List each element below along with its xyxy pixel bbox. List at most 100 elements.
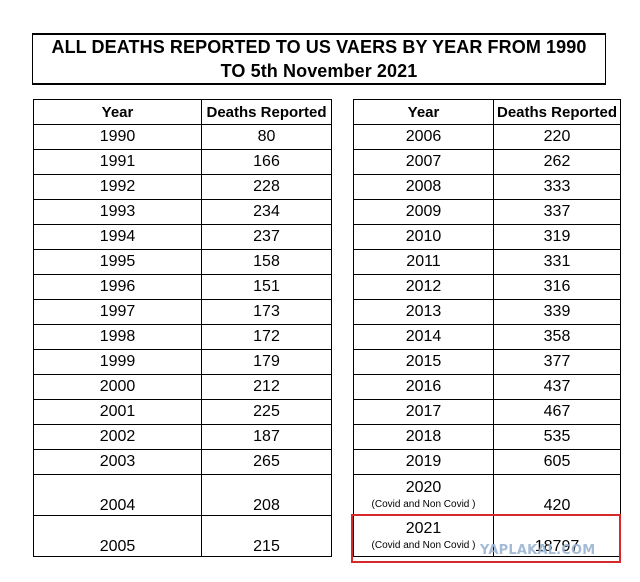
year-cell: 2004 [33, 474, 202, 516]
deaths-cell: 331 [493, 249, 621, 275]
table-row: 1991 166 [33, 149, 332, 175]
deaths-cell: 215 [201, 515, 332, 557]
table-row: 2012 316 [353, 274, 621, 300]
deaths-cell: 237 [201, 224, 332, 250]
year-value: 2021 [405, 520, 442, 537]
table-row: 2009 337 [353, 199, 621, 225]
deaths-cell: 535 [493, 424, 621, 450]
deaths-header: Deaths Reported [493, 99, 621, 125]
table-row: 2021 (Covid and Non Covid ) 18797 [353, 515, 621, 557]
table-row: 2007 262 [353, 149, 621, 175]
deaths-cell: 262 [493, 149, 621, 175]
year-cell: 2007 [353, 149, 494, 175]
deaths-cell: 208 [201, 474, 332, 516]
table-row: 2020 (Covid and Non Covid ) 420 [353, 474, 621, 516]
deaths-cell: 212 [201, 374, 332, 400]
table-row: 2018 535 [353, 424, 621, 450]
header-row: Year Deaths Reported [33, 99, 332, 125]
table-row: 1998 172 [33, 324, 332, 350]
year-cell: 1998 [33, 324, 202, 350]
watermark: YAPLAKAL.COM [480, 543, 596, 558]
table-left: Year Deaths Reported 1990 80 1991 166 1992 22… [33, 99, 332, 557]
deaths-cell: 173 [201, 299, 332, 325]
title-box: ALL DEATHS REPORTED TO US VAERS BY YEAR … [32, 33, 606, 85]
year-note: (Covid and Non Covid ) [371, 540, 476, 551]
year-note: (Covid and Non Covid ) [371, 499, 476, 510]
deaths-cell: 605 [493, 449, 621, 475]
deaths-cell: 467 [493, 399, 621, 425]
deaths-cell: 265 [201, 449, 332, 475]
deaths-cell: 225 [201, 399, 332, 425]
year-cell: 2002 [33, 424, 202, 450]
year-cell: 1999 [33, 349, 202, 375]
year-cell: 2006 [353, 124, 494, 150]
deaths-cell: 333 [493, 174, 621, 200]
table-row: 2017 467 [353, 399, 621, 425]
deaths-cell: 377 [493, 349, 621, 375]
year-cell: 2020 (Covid and Non Covid ) [353, 474, 494, 516]
year-cell: 2000 [33, 374, 202, 400]
deaths-cell: 18797 [493, 515, 621, 557]
year-cell: 2010 [353, 224, 494, 250]
table-row: 2001 225 [33, 399, 332, 425]
year-cell: 2018 [353, 424, 494, 450]
table-row: 1994 237 [33, 224, 332, 250]
table-row: 1990 80 [33, 124, 332, 150]
year-header: Year [353, 99, 494, 125]
table-row: 1995 158 [33, 249, 332, 275]
year-cell: 2001 [33, 399, 202, 425]
table-row: 2000 212 [33, 374, 332, 400]
year-cell: 2016 [353, 374, 494, 400]
deaths-cell: 437 [493, 374, 621, 400]
deaths-cell: 179 [201, 349, 332, 375]
deaths-cell: 80 [201, 124, 332, 150]
deaths-cell: 151 [201, 274, 332, 300]
table-row: 2011 331 [353, 249, 621, 275]
year-cell: 1993 [33, 199, 202, 225]
year-cell: 2003 [33, 449, 202, 475]
table-row: 2003 265 [33, 449, 332, 475]
table-row: 1993 234 [33, 199, 332, 225]
deaths-cell: 337 [493, 199, 621, 225]
table-row: 2016 437 [353, 374, 621, 400]
table-right: Year Deaths Reported 2006 220 2007 262 2008 3… [353, 99, 621, 557]
deaths-cell: 420 [493, 474, 621, 516]
deaths-cell: 158 [201, 249, 332, 275]
year-cell: 1992 [33, 174, 202, 200]
table-row: 2005 215 [33, 515, 332, 557]
table-row: 2004 208 [33, 474, 332, 516]
table-row: 2014 358 [353, 324, 621, 350]
deaths-cell: 187 [201, 424, 332, 450]
table-row: 2015 377 [353, 349, 621, 375]
year-cell: 2012 [353, 274, 494, 300]
table-row: 2013 339 [353, 299, 621, 325]
table-row: 2010 319 [353, 224, 621, 250]
table-row: 2008 333 [353, 174, 621, 200]
year-cell: 1996 [33, 274, 202, 300]
deaths-cell: 316 [493, 274, 621, 300]
year-cell: 1995 [33, 249, 202, 275]
title-line-1: ALL DEATHS REPORTED TO US VAERS BY YEAR … [51, 37, 587, 57]
year-value: 2020 [405, 479, 442, 496]
table-row: 2019 605 [353, 449, 621, 475]
year-cell: 2021 (Covid and Non Covid ) [353, 515, 494, 557]
year-cell: 2005 [33, 515, 202, 557]
year-cell: 1991 [33, 149, 202, 175]
year-cell: 1990 [33, 124, 202, 150]
year-cell: 2013 [353, 299, 494, 325]
year-header: Year [33, 99, 202, 125]
year-cell: 2019 [353, 449, 494, 475]
table-row: 2002 187 [33, 424, 332, 450]
year-cell: 2009 [353, 199, 494, 225]
table-row: 1992 228 [33, 174, 332, 200]
deaths-cell: 339 [493, 299, 621, 325]
year-cell: 2017 [353, 399, 494, 425]
deaths-cell: 166 [201, 149, 332, 175]
year-cell: 2011 [353, 249, 494, 275]
deaths-cell: 172 [201, 324, 332, 350]
deaths-cell: 319 [493, 224, 621, 250]
deaths-cell: 358 [493, 324, 621, 350]
table-row: 1997 173 [33, 299, 332, 325]
year-cell: 1997 [33, 299, 202, 325]
deaths-cell: 220 [493, 124, 621, 150]
